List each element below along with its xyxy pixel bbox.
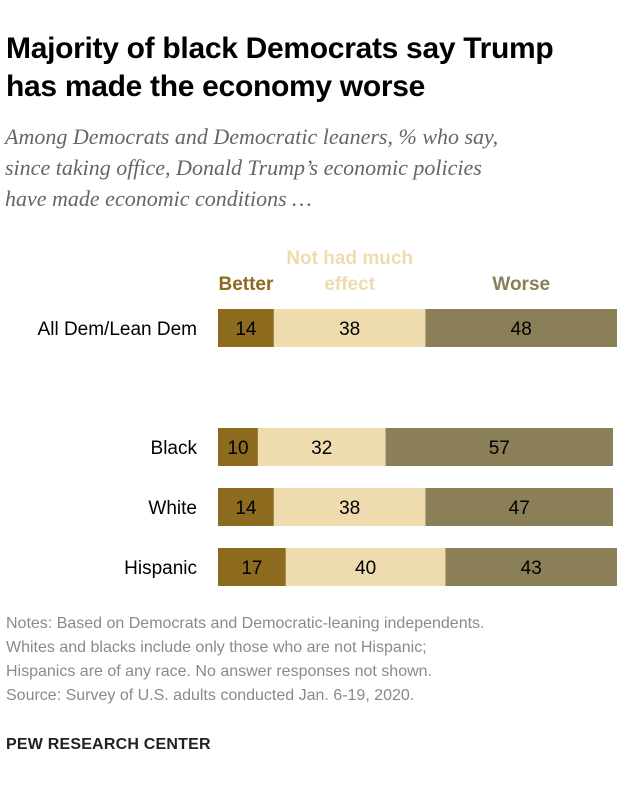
data-label: 14	[235, 498, 257, 519]
data-label: 38	[339, 319, 360, 340]
bar-segment-not-had-much-effect	[273, 488, 426, 526]
source-logo-text: PEW RESEARCH CENTER	[6, 736, 211, 753]
bar-segment-worse	[385, 428, 614, 466]
data-label: 10	[227, 438, 248, 459]
data-label: 57	[489, 438, 510, 459]
bar-segment-better	[218, 548, 286, 586]
source-line: Source: Survey of U.S. adults conducted …	[6, 687, 415, 704]
bar-segment-not-had-much-effect	[285, 548, 446, 586]
chart-subtitle-line: since taking office, Donald Trump’s econ…	[5, 155, 482, 180]
bar-segment-worse	[425, 309, 617, 347]
category-label: Black	[151, 438, 198, 459]
category-label: All Dem/Lean Dem	[38, 319, 197, 340]
data-label: 32	[311, 438, 332, 459]
data-label: 43	[521, 558, 542, 579]
chart-subtitle: Among Democrats and Democratic leaners, …	[5, 121, 617, 214]
chart-notes: Notes: Based on Democrats and Democratic…	[6, 612, 618, 708]
bar-segment-better	[218, 309, 274, 347]
bar-segment-better	[218, 488, 274, 526]
legend-label-better: Better	[218, 274, 274, 295]
chart-subtitle-line: Among Democrats and Democratic leaners, …	[5, 124, 499, 149]
data-label: 47	[509, 498, 530, 519]
bar-segment-worse	[425, 488, 614, 526]
notes-line: Whites and blacks include only those who…	[6, 639, 427, 656]
chart-title-line: Majority of black Democrats say Trump	[6, 32, 554, 65]
category-label: Hispanic	[124, 558, 197, 579]
bar-segment-not-had-much-effect	[257, 428, 386, 466]
chart-subtitle-line: have made economic conditions …	[5, 186, 312, 211]
bar-segment-not-had-much-effect	[273, 309, 426, 347]
legend-label-not-had-much-effect: Not had much	[286, 248, 413, 269]
legend-label-not-had-much-effect: effect	[324, 274, 375, 295]
data-label: 38	[339, 498, 360, 519]
data-label: 48	[511, 319, 532, 340]
chart-title: Majority of black Democrats say Trump ha…	[6, 30, 616, 106]
data-label: 14	[235, 319, 257, 340]
data-label: 40	[355, 558, 376, 579]
legend-label-worse: Worse	[492, 274, 550, 295]
stacked-bar-chart: Better Not had much effect Worse All Dem/Lea…	[38, 248, 617, 586]
bar-segment-worse	[445, 548, 617, 586]
chart-title-line: has made the economy worse	[6, 70, 426, 103]
category-label: White	[148, 498, 197, 519]
notes-line: Hispanics are of any race. No answer res…	[6, 663, 432, 680]
bar-segment-better	[218, 428, 258, 466]
notes-line: Notes: Based on Democrats and Democratic…	[6, 615, 485, 632]
data-label: 17	[241, 558, 262, 579]
